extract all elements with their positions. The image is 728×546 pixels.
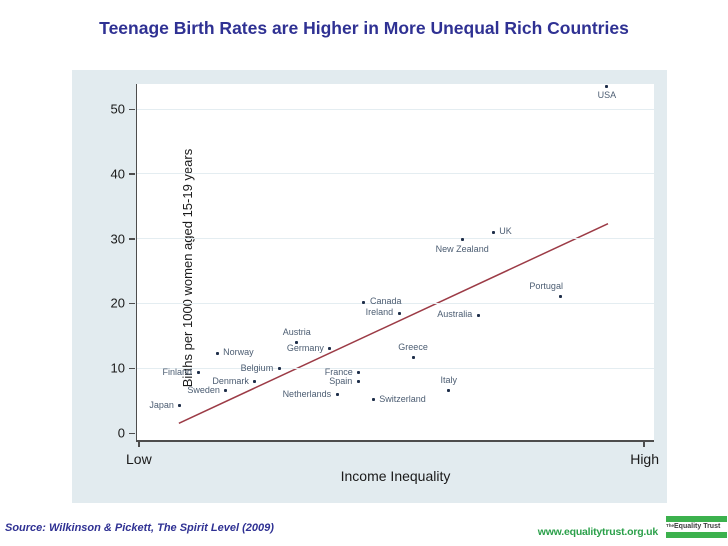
- data-point-label: Germany: [286, 342, 324, 353]
- data-point-label: USA: [597, 90, 617, 101]
- plot-area: Births per 1000 women aged 15-19 years L…: [111, 84, 659, 484]
- data-point-label: Portugal: [529, 281, 563, 292]
- data-point-label: Belgium: [240, 362, 274, 373]
- data-point-label: Finland: [162, 366, 193, 377]
- data-point-label: Ireland: [365, 307, 394, 318]
- y-tick: [129, 432, 135, 434]
- data-point-label: Netherlands: [282, 388, 332, 399]
- data-point: [476, 313, 480, 317]
- trend-line-layer: [178, 223, 609, 424]
- data-point-label: Norway: [223, 347, 254, 358]
- data-point-label: Greece: [398, 341, 428, 352]
- data-point: [491, 230, 495, 234]
- chart-panel: Births per 1000 women aged 15-19 years L…: [72, 70, 667, 503]
- data-point: [277, 367, 281, 371]
- data-point-label: UK: [499, 226, 512, 237]
- x-tick-low: [138, 442, 140, 447]
- y-tick-label: 30: [110, 231, 125, 247]
- data-point: [178, 404, 182, 408]
- y-tick: [129, 367, 135, 370]
- logo-bar-bottom: [666, 532, 727, 538]
- y-tick: [129, 238, 135, 240]
- data-point: [357, 371, 361, 375]
- data-point-label: France: [324, 366, 353, 377]
- data-point: [362, 300, 366, 304]
- data-point: [215, 351, 219, 355]
- y-tick-label: 20: [110, 295, 125, 311]
- data-point: [253, 380, 257, 384]
- data-point-label: Sweden: [187, 384, 220, 395]
- logo-text-prefix: The: [666, 523, 675, 528]
- logo-text: TheEquality Trust: [666, 522, 727, 532]
- data-point: [335, 393, 339, 397]
- data-point-label: Japan: [149, 399, 174, 410]
- x-tick-high: [643, 442, 645, 447]
- y-tick-label: 10: [110, 360, 125, 376]
- y-tick-label: 40: [110, 166, 125, 182]
- data-point: [411, 356, 415, 360]
- data-point-label: Italy: [440, 374, 458, 385]
- data-point: [224, 389, 228, 393]
- data-point: [196, 371, 200, 375]
- equality-trust-logo: TheEquality Trust: [666, 516, 727, 538]
- data-point-label: Austria: [282, 326, 311, 337]
- y-tick: [129, 173, 135, 175]
- y-tick-label: 0: [117, 425, 125, 441]
- data-point-label: Canada: [369, 296, 402, 307]
- x-axis-label-high: High: [630, 451, 659, 467]
- data-point: [356, 380, 360, 384]
- y-tick: [129, 108, 135, 110]
- chart-title: Teenage Birth Rates are Higher in More U…: [99, 18, 629, 38]
- logo-bar-top: [666, 516, 727, 522]
- data-point: [397, 311, 401, 315]
- x-axis-title: Income Inequality: [340, 468, 451, 484]
- data-point-label: New Zealand: [435, 243, 489, 254]
- website-link[interactable]: www.equalitytrust.org.uk: [537, 526, 658, 538]
- data-point: [605, 84, 609, 88]
- y-axis-title: Births per 1000 women aged 15-19 years: [180, 148, 195, 388]
- data-point-label: Switzerland: [379, 393, 426, 404]
- data-point: [447, 389, 451, 393]
- data-point-label: Australia: [437, 309, 473, 320]
- y-tick: [129, 302, 135, 305]
- data-point-label: Denmark: [212, 375, 249, 386]
- data-point: [295, 341, 299, 345]
- data-point: [371, 398, 375, 402]
- logo-text-name: Equality Trust: [674, 523, 721, 530]
- data-point: [328, 347, 332, 351]
- y-tick-label: 50: [110, 101, 125, 117]
- source-citation: Source: Wilkinson & Pickett, The Spirit …: [5, 522, 274, 534]
- trend-line: [178, 223, 609, 424]
- data-point-label: Spain: [329, 375, 353, 386]
- x-axis-label-low: Low: [126, 451, 152, 467]
- data-point: [559, 294, 563, 298]
- data-point: [460, 238, 464, 242]
